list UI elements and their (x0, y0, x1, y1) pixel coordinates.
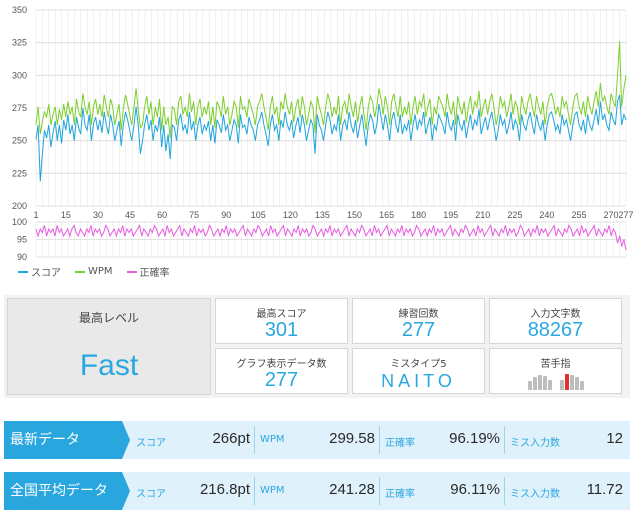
latest-score: スコア 266pt (132, 421, 254, 459)
y-tick-label: 95 (17, 235, 27, 245)
national-arrow-icon (122, 472, 130, 510)
history-chart-svg: 200 225 250 275 300 325 350 90 95 100 1 15 30 45 60 75 9… (12, 5, 634, 262)
national-score-label: スコア (136, 489, 166, 500)
latest-data-row: 最新データ スコア 266pt WPM 299.58 正確率 96.19% ミス… (4, 421, 630, 459)
miss-type-value: NAITO (381, 371, 456, 391)
x-tick-label: 15 (61, 210, 71, 220)
max-level-card: 最高レベル Fast (7, 298, 211, 395)
y-tick-label: 250 (12, 136, 27, 146)
x-tick-label: 60 (157, 210, 167, 220)
series-line-2 (35, 224, 627, 251)
history-chart: 200 225 250 275 300 325 350 90 95 100 1 15 30 45 60 75 9… (12, 5, 634, 279)
x-tick-label: 135 (315, 210, 330, 220)
latest-score-label: スコア (136, 438, 166, 449)
right-hand-icon (559, 373, 584, 390)
x-tick-label: 1 (33, 210, 38, 220)
latest-data-label: 最新データ (4, 421, 122, 459)
latest-wpm: WPM 299.58 (255, 421, 379, 459)
national-wpm: WPM 241.28 (255, 472, 379, 510)
max-score-card: 最高スコア 301 (215, 298, 348, 344)
x-tick-label: 255 (571, 210, 586, 220)
x-tick-label: 105 (251, 210, 266, 220)
miss-type-card: ミスタイプ5 NAITO (352, 348, 485, 394)
finger-diagram (490, 373, 621, 390)
max-level-value: Fast (79, 349, 139, 382)
weak-finger-title: 苦手指 (540, 359, 571, 370)
x-tick-label: 150 (347, 210, 362, 220)
national-miss-label: ミス入力数 (510, 489, 560, 500)
latest-accuracy: 正確率 96.19% (380, 421, 504, 459)
y-tick-label: 325 (12, 38, 27, 48)
y-tick-label: 100 (12, 217, 27, 227)
max-score-value: 301 (264, 319, 299, 341)
latest-miss-value: 12 (606, 430, 623, 447)
x-tick-label: 277 (618, 210, 633, 220)
chars-typed-value: 88267 (527, 319, 584, 341)
max-score-title: 最高スコア (256, 309, 307, 320)
stats-panel: 最高レベル Fast 最高スコア 301 練習回数 277 入力文字数 8826… (4, 295, 630, 398)
latest-wpm-value: 299.58 (329, 430, 375, 447)
national-accuracy-value: 96.11% (450, 481, 500, 498)
legend-item-score: スコア (18, 264, 61, 279)
x-tick-label: 195 (443, 210, 458, 220)
latest-score-value: 266pt (212, 430, 250, 447)
legend-item-wpm: WPM (75, 264, 113, 279)
latest-accuracy-label: 正確率 (385, 438, 415, 449)
y-tick-label: 275 (12, 103, 27, 113)
y-tick-label: 225 (12, 168, 27, 178)
national-miss-value: 11.72 (586, 481, 623, 498)
national-wpm-value: 241.28 (329, 481, 375, 498)
national-accuracy: 正確率 96.11% (380, 472, 504, 510)
y-tick-label: 300 (12, 70, 27, 80)
y-tick-label: 200 (12, 201, 27, 211)
x-tick-label: 165 (379, 210, 394, 220)
max-level-title: 最高レベル (78, 311, 139, 325)
national-score-value: 216.8pt (199, 481, 250, 498)
latest-accuracy-value: 96.19% (449, 430, 500, 447)
national-average-label: 全国平均データ (4, 472, 122, 510)
chart-legend: スコア WPM 正確率 (18, 264, 170, 279)
practice-count-title: 練習回数 (398, 309, 439, 320)
national-score: スコア 216.8pt (132, 472, 254, 510)
national-accuracy-label: 正確率 (385, 489, 415, 500)
weak-finger-marker (564, 374, 569, 390)
national-wpm-label: WPM (260, 485, 285, 496)
x-tick-label: 240 (539, 210, 554, 220)
x-tick-label: 75 (189, 210, 199, 220)
left-hand-icon (527, 373, 552, 390)
x-tick-label: 210 (475, 210, 490, 220)
x-tick-label: 30 (93, 210, 103, 220)
latest-miss: ミス入力数 12 (505, 421, 627, 459)
latest-arrow-icon (122, 421, 130, 459)
legend-label-score: スコア (31, 268, 61, 279)
y-tick-label: 350 (12, 5, 27, 15)
legend-item-accuracy: 正確率 (126, 264, 170, 279)
weak-finger-card: 苦手指 (489, 348, 622, 394)
practice-count-card: 練習回数 277 (352, 298, 485, 344)
graph-points-title: グラフ表示データ数 (236, 359, 327, 370)
y-tick-label: 90 (17, 252, 27, 262)
graph-points-value: 277 (264, 369, 299, 391)
x-tick-label: 180 (411, 210, 426, 220)
national-average-row: 全国平均データ スコア 216.8pt WPM 241.28 正確率 96.11… (4, 472, 630, 510)
series-line-0 (35, 94, 627, 182)
x-tick-label: 120 (283, 210, 298, 220)
graph-points-card: グラフ表示データ数 277 (215, 348, 348, 394)
practice-count-value: 277 (401, 319, 436, 341)
legend-label-accuracy: 正確率 (139, 268, 170, 279)
x-tick-label: 270 (604, 210, 619, 220)
chars-typed-card: 入力文字数 88267 (489, 298, 622, 344)
latest-miss-label: ミス入力数 (510, 438, 560, 449)
legend-label-wpm: WPM (88, 266, 113, 277)
series-line-1 (35, 41, 627, 139)
latest-wpm-label: WPM (260, 434, 285, 445)
x-tick-label: 225 (507, 210, 522, 220)
x-tick-label: 45 (125, 210, 135, 220)
miss-type-title: ミスタイプ5 (390, 359, 447, 370)
national-miss: ミス入力数 11.72 (505, 472, 627, 510)
x-tick-label: 90 (221, 210, 231, 220)
chars-typed-title: 入力文字数 (530, 309, 581, 320)
